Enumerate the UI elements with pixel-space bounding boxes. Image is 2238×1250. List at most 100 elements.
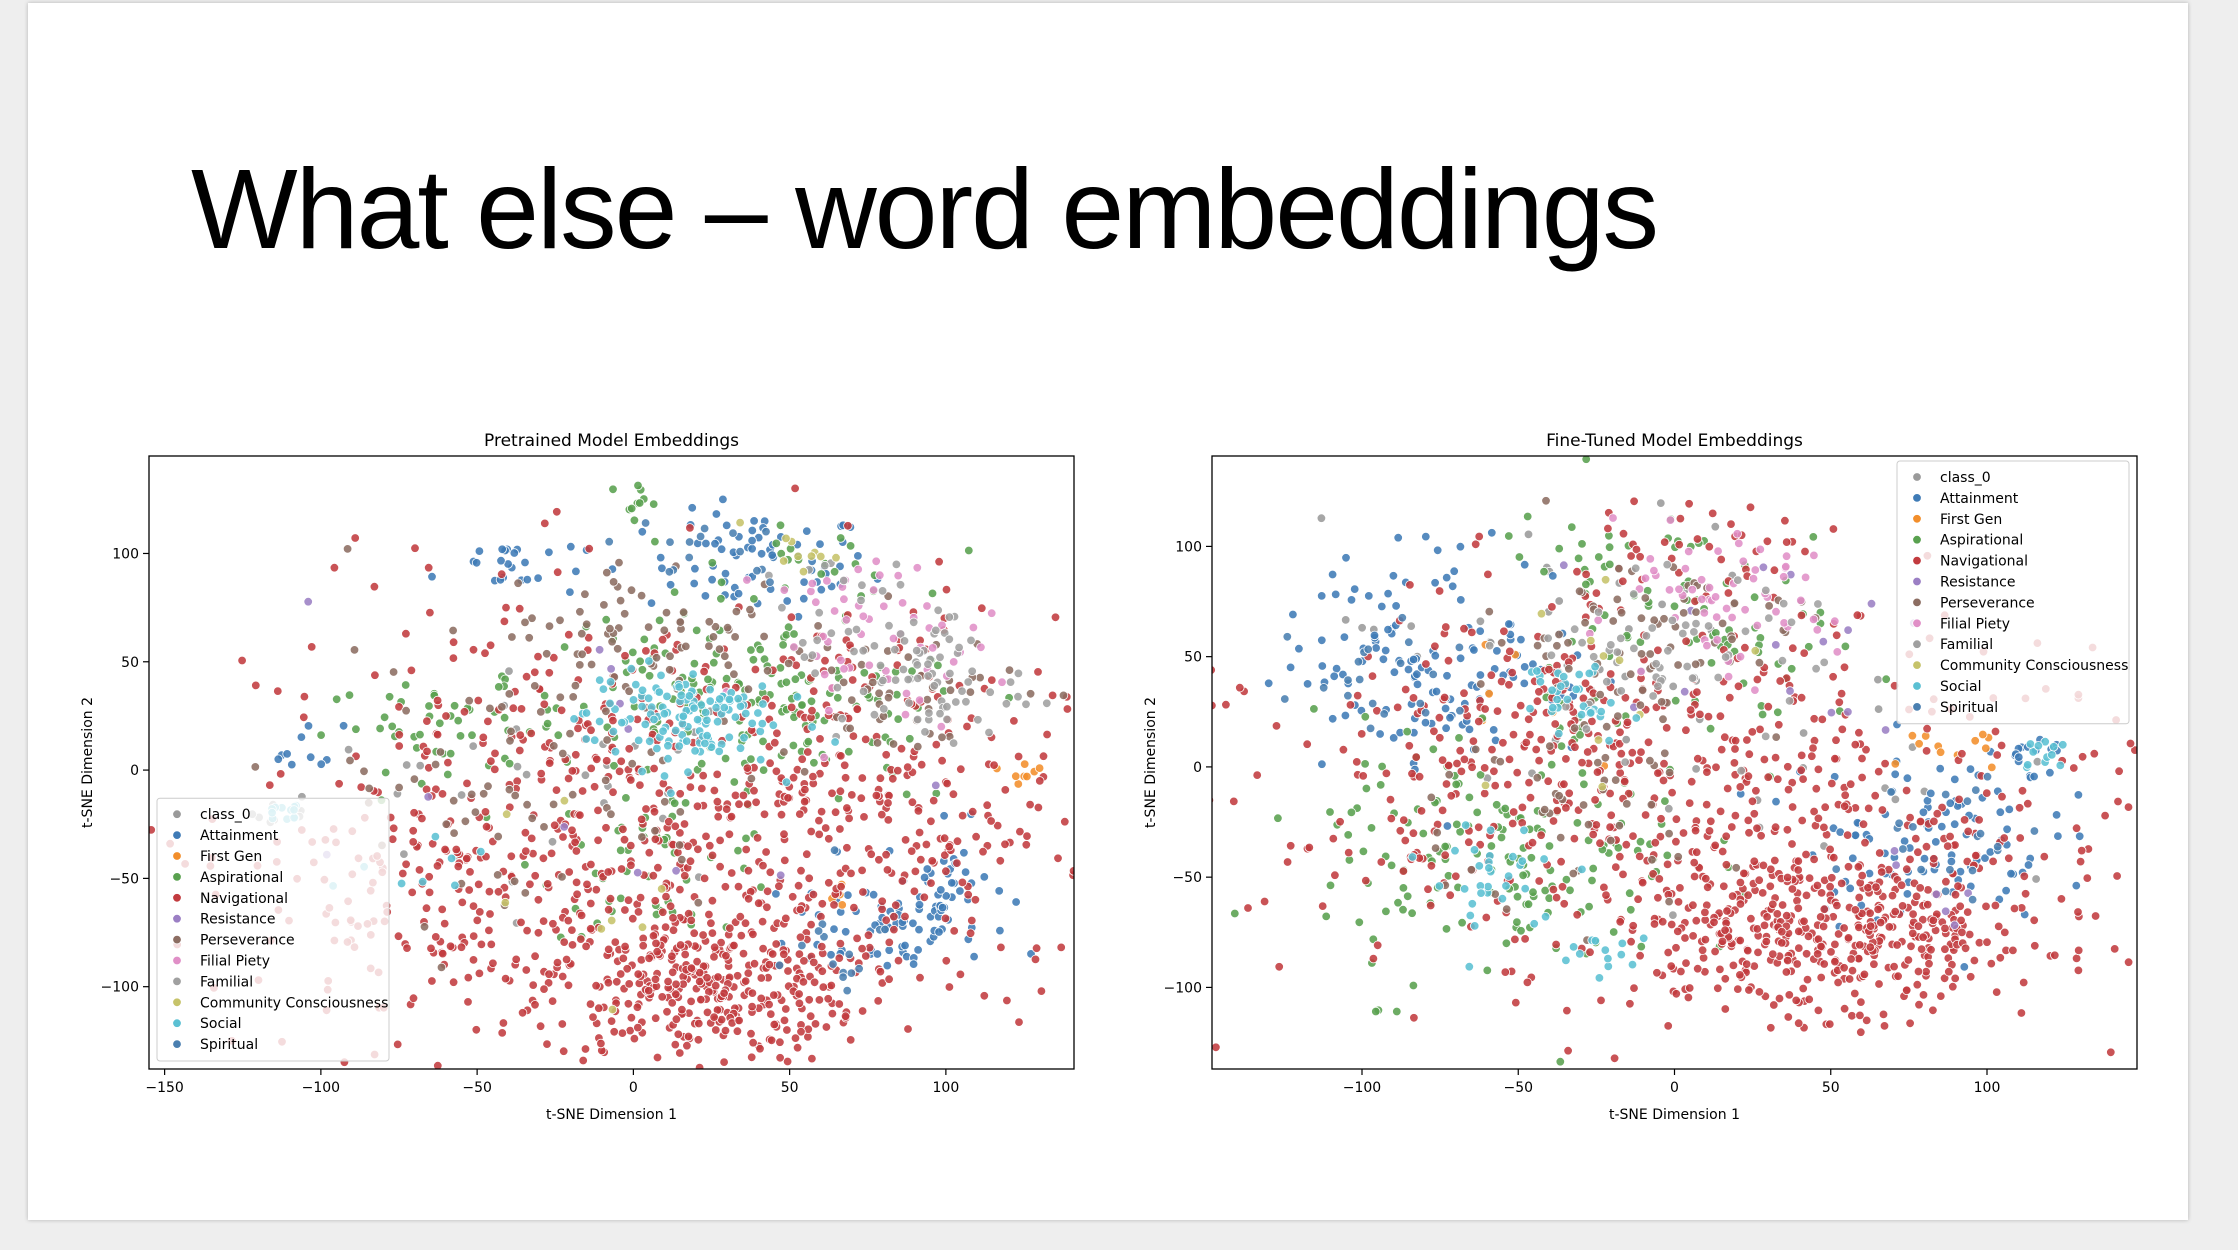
y-tick-label: 100: [1175, 539, 1202, 555]
point: [1420, 708, 1431, 718]
point: [1682, 661, 1692, 672]
point: [67, 784, 76, 793]
point: [306, 752, 316, 762]
point: [741, 844, 751, 855]
point: [351, 724, 361, 734]
point: [1613, 711, 1623, 721]
point: [802, 526, 812, 536]
point: [1704, 826, 1715, 836]
point: [1762, 912, 1772, 922]
point: [559, 1046, 569, 1056]
point: [1744, 828, 1754, 838]
point: [594, 1003, 604, 1013]
point: [540, 518, 550, 529]
point: [779, 747, 789, 757]
point: [836, 655, 846, 666]
point: [1547, 685, 1557, 696]
point: [1916, 944, 1927, 954]
point: [1687, 584, 1698, 595]
point: [1358, 771, 1368, 781]
chart-1: −150 −100 −50 0 50 100−100−50050100Pretrained…: [67, 431, 1075, 1123]
point: [1691, 764, 1701, 774]
point: [520, 828, 531, 838]
point: [641, 646, 651, 656]
point: [1710, 592, 1721, 602]
point: [754, 898, 764, 908]
point: [1671, 814, 1682, 824]
point: [1327, 569, 1338, 580]
legend-marker: [172, 976, 182, 987]
point: [483, 781, 493, 791]
point: [1415, 698, 1426, 709]
point: [626, 585, 637, 595]
point: [904, 698, 914, 708]
point: [767, 701, 777, 711]
point: [675, 807, 686, 817]
point: [1501, 938, 1512, 949]
point: [1004, 665, 1015, 675]
point: [962, 721, 972, 732]
point: [1857, 753, 1867, 764]
point: [1519, 560, 1530, 570]
point: [1944, 967, 1954, 977]
point: [843, 521, 853, 531]
point: [719, 1057, 729, 1067]
point: [1791, 995, 1801, 1006]
point: [536, 768, 546, 779]
point: [603, 978, 614, 988]
point: [995, 856, 1006, 866]
point: [1543, 633, 1553, 644]
point: [1539, 804, 1550, 815]
point: [1361, 783, 1372, 794]
point: [522, 574, 533, 585]
point: [1680, 933, 1690, 943]
point: [696, 994, 706, 1005]
point: [736, 930, 747, 941]
point: [728, 528, 738, 538]
point: [820, 656, 830, 666]
point: [1285, 662, 1296, 673]
point: [618, 953, 629, 964]
point: [1702, 640, 1712, 651]
point: [778, 640, 788, 650]
point: [605, 698, 615, 709]
point: [795, 904, 806, 915]
point: [875, 570, 885, 580]
point: [1931, 837, 1941, 847]
point: [738, 948, 749, 959]
point: [1618, 529, 1629, 539]
point: [820, 560, 830, 571]
point: [1661, 723, 1672, 733]
point: [1817, 714, 1828, 725]
point: [813, 926, 824, 936]
point: [1713, 672, 1723, 683]
point: [1945, 831, 1955, 842]
point: [1652, 968, 1662, 978]
point: [1786, 617, 1797, 628]
point: [1402, 891, 1413, 902]
point: [780, 855, 790, 866]
point: [745, 605, 755, 615]
point: [734, 1015, 744, 1026]
point: [2071, 823, 2082, 833]
point: [620, 651, 630, 661]
point: [1567, 522, 1577, 532]
point: [826, 950, 836, 960]
point: [686, 915, 696, 926]
point: [1660, 748, 1670, 759]
point: [715, 835, 725, 846]
point: [844, 949, 854, 960]
point: [1577, 539, 1587, 549]
point: [985, 687, 995, 697]
point: [635, 892, 646, 903]
point: [776, 870, 786, 881]
point: [440, 844, 450, 855]
point: [398, 868, 408, 879]
point: [1554, 596, 1564, 606]
point: [2004, 853, 2014, 864]
point: [733, 694, 743, 704]
point: [1735, 877, 1746, 888]
point: [912, 660, 923, 670]
point: [1773, 707, 1783, 718]
point: [1881, 674, 1891, 684]
